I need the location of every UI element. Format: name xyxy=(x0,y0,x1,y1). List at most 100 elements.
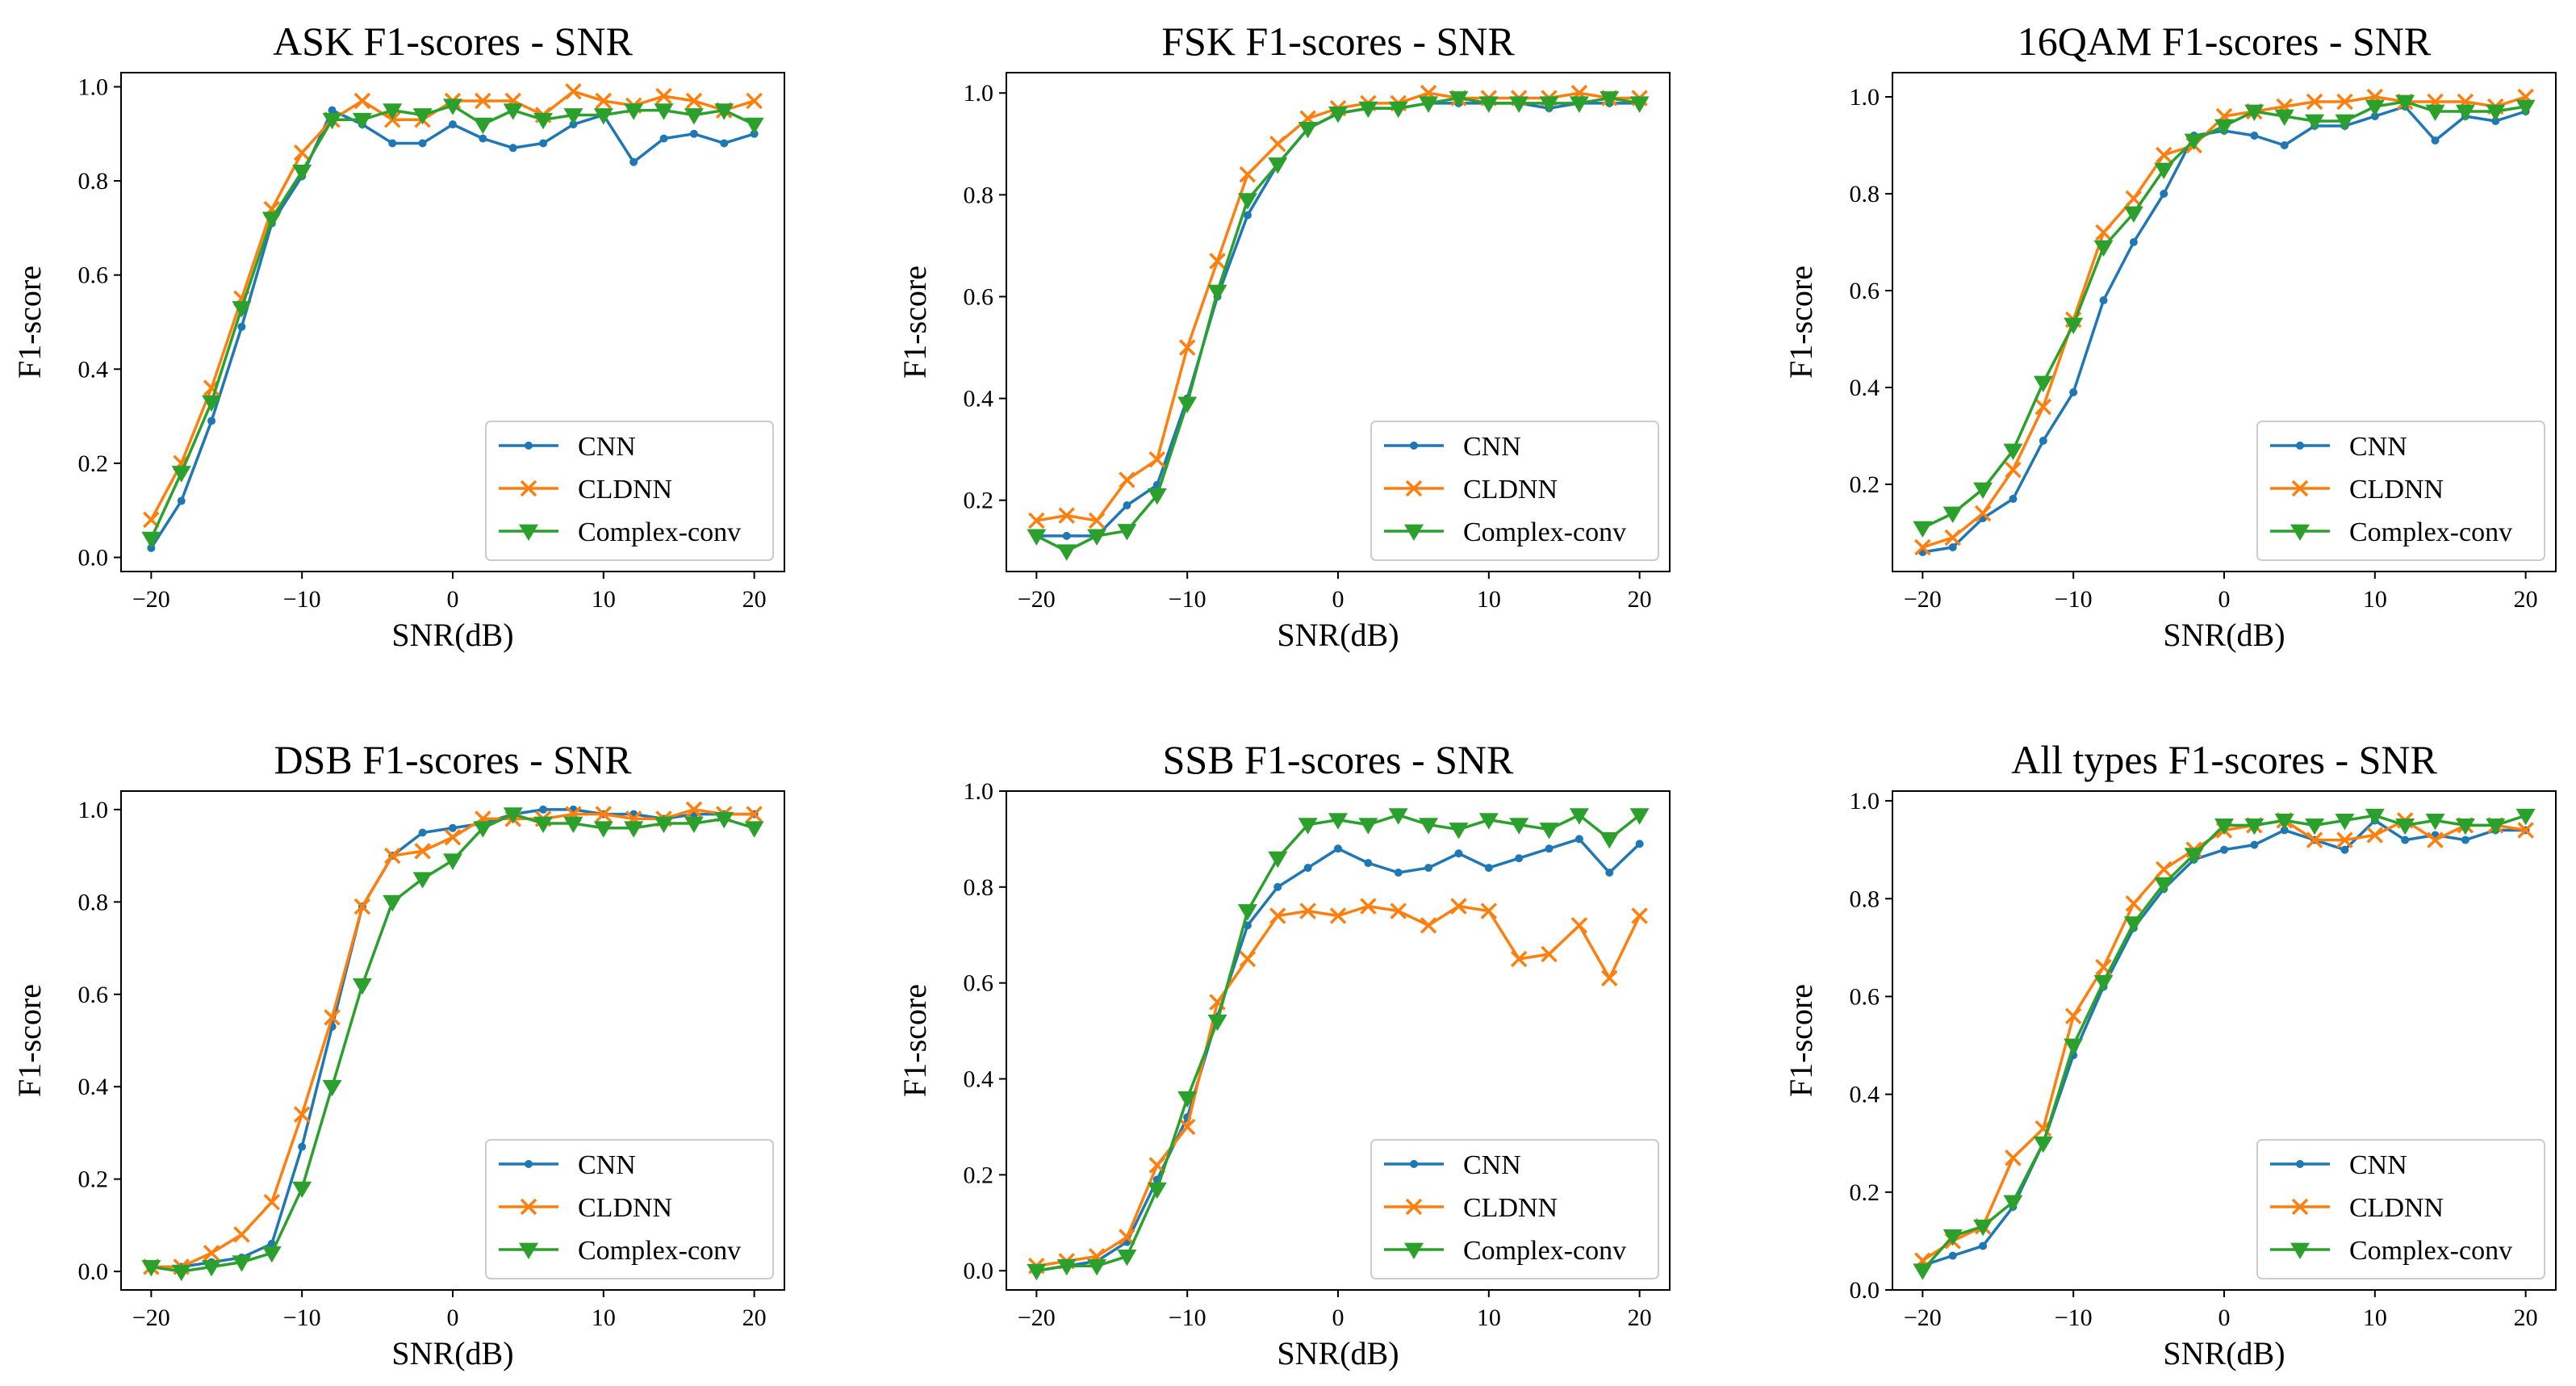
x-tick-label: −20 xyxy=(1018,1304,1056,1331)
x-tick-label: −20 xyxy=(132,1304,170,1331)
data-point xyxy=(1574,835,1583,844)
data-point xyxy=(563,108,583,125)
data-point xyxy=(720,139,729,148)
data-point xyxy=(1394,869,1403,877)
data-point xyxy=(2305,819,2325,835)
data-point xyxy=(1119,1229,1135,1246)
data-point xyxy=(1545,844,1554,853)
chart-panel-5: SSB F1-scores - SNR SNR(dB) F1-score −20 −10… xyxy=(897,737,1671,1371)
data-point xyxy=(1600,832,1620,849)
data-point xyxy=(352,112,372,130)
data-point xyxy=(1979,1242,1988,1250)
y-tick-label: 0.4 xyxy=(964,1066,994,1093)
data-point xyxy=(2034,398,2052,416)
data-point xyxy=(353,92,371,110)
data-point xyxy=(449,823,457,832)
data-point xyxy=(263,1194,281,1211)
data-point xyxy=(473,821,493,838)
data-point xyxy=(1207,284,1227,302)
data-point xyxy=(2154,877,2174,894)
data-point xyxy=(2455,104,2475,121)
y-tick-label: 0.0 xyxy=(1850,1277,1880,1304)
data-point xyxy=(1056,1258,1077,1276)
data-point xyxy=(1088,512,1106,530)
legend-label: CLDNN xyxy=(1463,1193,1558,1223)
legend-label: CLDNN xyxy=(578,1193,672,1223)
legend-marker xyxy=(2296,1160,2304,1168)
data-point xyxy=(1334,844,1342,853)
data-point xyxy=(1454,849,1463,858)
data-point xyxy=(1974,505,1992,522)
data-point xyxy=(2336,831,2353,848)
data-point xyxy=(2515,99,2536,116)
data-point xyxy=(1478,96,1499,113)
data-point xyxy=(1509,818,1529,835)
data-point xyxy=(2039,437,2047,445)
x-tick-label: 20 xyxy=(742,1304,767,1331)
data-point xyxy=(1449,823,1469,840)
y-tick-label: 0.8 xyxy=(1850,886,1880,912)
data-point xyxy=(2366,827,2384,844)
y-tick-label: 1.0 xyxy=(78,797,109,823)
plot-frame xyxy=(120,72,785,572)
data-point xyxy=(685,801,703,819)
legend-marker xyxy=(1410,1160,1418,1168)
data-point xyxy=(2009,495,2018,503)
legend-label: CNN xyxy=(2349,1150,2407,1180)
data-point xyxy=(1239,950,1257,968)
data-point xyxy=(1478,813,1499,830)
data-point xyxy=(1539,96,1559,113)
y-axis-label: F1-score xyxy=(11,984,48,1097)
chart-title: FSK F1-scores - SNR xyxy=(1161,19,1515,64)
data-point xyxy=(233,1226,250,1243)
legend-entry: Complex-conv xyxy=(2270,517,2512,547)
data-point xyxy=(2005,1149,2022,1166)
chart-panel-3: 16QAM F1-scores - SNR SNR(dB) F1-score −20 −… xyxy=(1783,19,2557,653)
data-point xyxy=(1147,488,1167,505)
data-point xyxy=(412,872,433,889)
data-point xyxy=(1329,907,1347,924)
data-point xyxy=(1390,902,1407,919)
data-point xyxy=(655,87,672,105)
y-tick-label: 0.2 xyxy=(1850,471,1880,498)
data-point xyxy=(2280,826,2289,835)
data-point xyxy=(1087,529,1107,546)
data-point xyxy=(2156,146,2172,164)
data-point xyxy=(2340,845,2349,854)
legend-marker xyxy=(525,442,533,450)
data-point xyxy=(1239,165,1257,183)
x-tick-label: 20 xyxy=(2514,586,2538,613)
data-point xyxy=(1328,107,1348,124)
legend-label: CNN xyxy=(578,1150,636,1180)
x-axis-label: SNR(dB) xyxy=(391,617,513,653)
data-point xyxy=(141,1259,161,1277)
data-point xyxy=(2003,1195,2023,1212)
data-point xyxy=(593,821,613,838)
legend-marker xyxy=(520,479,537,497)
data-point xyxy=(171,466,191,483)
data-point xyxy=(2099,296,2108,304)
legend-marker xyxy=(520,1198,537,1216)
legend-label: CNN xyxy=(2349,432,2407,462)
y-tick-label: 0.6 xyxy=(1850,278,1880,304)
legend-box xyxy=(1370,1139,1659,1279)
legend-entry: Complex-conv xyxy=(499,517,741,547)
data-point xyxy=(2064,317,2084,334)
data-point xyxy=(595,92,613,110)
y-tick-label: 0.6 xyxy=(964,970,994,997)
data-point xyxy=(1973,1219,1993,1237)
data-point xyxy=(1913,1263,1933,1280)
data-point xyxy=(171,1264,191,1282)
data-point xyxy=(2123,916,2143,933)
plot-frame xyxy=(1006,72,1671,572)
data-point xyxy=(414,843,431,860)
data-point xyxy=(1117,1250,1137,1267)
legend-marker xyxy=(2290,1242,2310,1259)
data-point xyxy=(1268,851,1288,869)
y-tick-label: 1.0 xyxy=(964,80,994,107)
data-point xyxy=(383,103,403,120)
legend-entry: CLDNN xyxy=(2270,475,2444,505)
y-tick-label: 0.6 xyxy=(78,262,109,289)
data-point xyxy=(1237,904,1257,921)
data-point xyxy=(418,139,427,148)
